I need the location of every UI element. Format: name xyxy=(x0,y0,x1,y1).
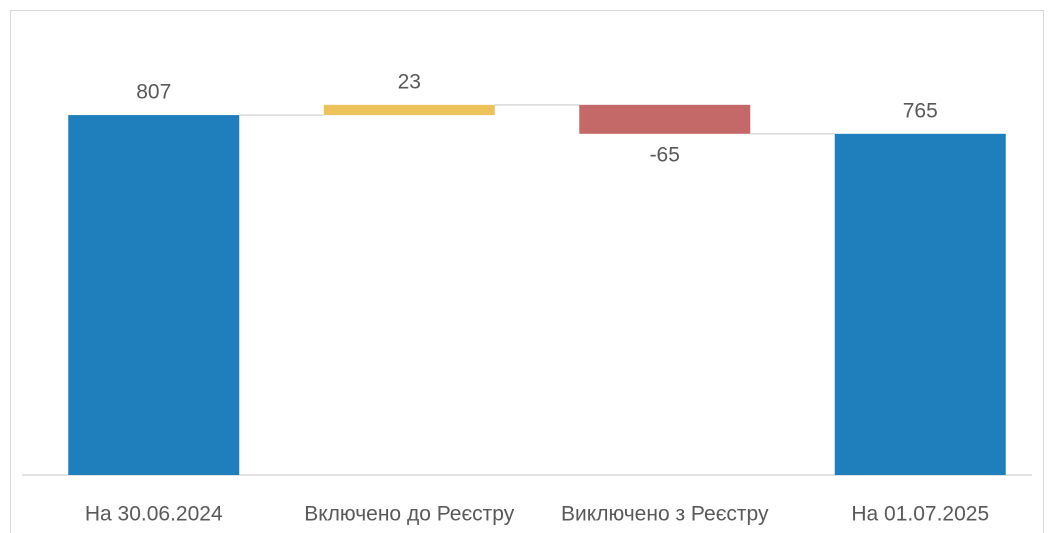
x-tick-label: На 30.06.2024 xyxy=(85,503,223,526)
x-tick-label: Виключено з Реєстру xyxy=(561,503,769,526)
data-label: 765 xyxy=(903,99,938,122)
data-label: 23 xyxy=(398,70,421,93)
chart-border xyxy=(10,10,1044,533)
bar xyxy=(834,133,1006,475)
data-label: 807 xyxy=(136,81,171,104)
bar xyxy=(68,115,240,475)
bar xyxy=(579,104,751,134)
x-tick-label: Включено до Реєстру xyxy=(304,503,515,526)
bar xyxy=(323,104,495,116)
x-tick-label: На 01.07.2025 xyxy=(851,503,989,526)
data-label: -65 xyxy=(650,143,680,166)
